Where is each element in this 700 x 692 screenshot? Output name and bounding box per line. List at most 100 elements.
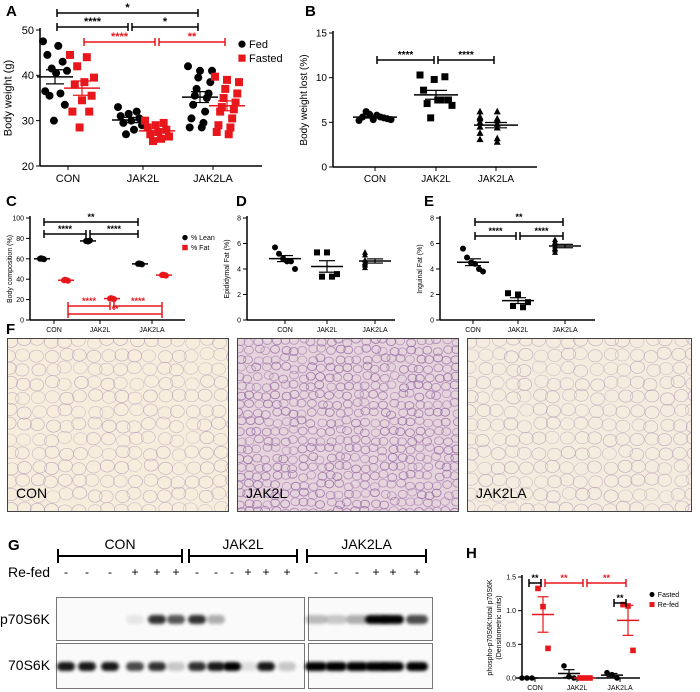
data-point bbox=[476, 114, 484, 122]
data-point bbox=[460, 245, 466, 252]
data-point bbox=[362, 261, 368, 268]
data-point bbox=[154, 128, 163, 136]
data-point bbox=[70, 80, 79, 89]
x-tick-label: CON bbox=[277, 327, 293, 334]
data-point bbox=[52, 69, 61, 78]
data-point bbox=[63, 66, 71, 75]
data-point bbox=[146, 130, 155, 139]
data-point bbox=[216, 107, 225, 116]
data-point bbox=[43, 50, 52, 59]
x-tick-label: JAK2L bbox=[127, 173, 159, 185]
x-tick-label: CON bbox=[527, 685, 543, 692]
data-point bbox=[116, 112, 125, 121]
y-tick-label: 4 bbox=[430, 266, 434, 273]
legend-marker bbox=[649, 602, 655, 608]
refed-sign: - bbox=[85, 565, 89, 579]
blot-group-bar bbox=[188, 549, 298, 563]
refed-sign: - bbox=[214, 565, 218, 579]
data-point bbox=[85, 107, 94, 116]
data-point bbox=[515, 291, 521, 298]
refed-sign: - bbox=[355, 565, 359, 579]
data-point bbox=[114, 103, 122, 112]
data-point bbox=[221, 84, 230, 93]
y-axis-label: Epididymal Fat (%) bbox=[224, 239, 231, 298]
data-point bbox=[78, 96, 86, 105]
data-point bbox=[201, 107, 210, 116]
adipocyte-texture bbox=[468, 339, 691, 511]
protein-band bbox=[207, 615, 225, 624]
data-point bbox=[226, 123, 235, 132]
refed-sign: - bbox=[230, 565, 234, 579]
y-tick-label: 30 bbox=[22, 116, 34, 128]
data-point bbox=[214, 121, 223, 130]
y-tick-label: 20 bbox=[16, 297, 24, 304]
data-point bbox=[525, 299, 531, 306]
refed-sign: - bbox=[64, 565, 68, 579]
data-point bbox=[185, 123, 194, 132]
legend-marker bbox=[238, 40, 246, 48]
data-point bbox=[493, 138, 501, 145]
protein-band bbox=[305, 662, 327, 671]
blot-group-bar bbox=[57, 549, 183, 563]
significance-label: **** bbox=[107, 224, 122, 234]
y-axis-label: phospho-p70S6K:total p70S6K bbox=[487, 579, 494, 675]
data-point bbox=[68, 107, 77, 116]
protein-band bbox=[325, 615, 347, 624]
y-tick-label: 60 bbox=[16, 256, 24, 263]
data-point bbox=[444, 96, 452, 104]
refed-sign: + bbox=[283, 565, 291, 579]
data-point bbox=[132, 107, 141, 116]
significance-label: **** bbox=[82, 296, 97, 306]
data-point bbox=[235, 78, 243, 87]
panel-label-d: D bbox=[236, 193, 247, 210]
data-point bbox=[56, 89, 65, 98]
data-point bbox=[49, 116, 58, 125]
data-point bbox=[124, 109, 133, 118]
data-point bbox=[162, 125, 171, 134]
data-point bbox=[561, 663, 567, 669]
y-tick-label: 6 bbox=[430, 241, 434, 248]
protein-band bbox=[365, 615, 387, 624]
data-point bbox=[493, 116, 501, 124]
protein-band bbox=[325, 662, 347, 671]
protein-band bbox=[365, 662, 387, 671]
protein-band bbox=[126, 662, 144, 671]
data-point bbox=[73, 62, 82, 71]
data-point bbox=[535, 585, 541, 592]
x-tick-label: JAK2LA bbox=[552, 327, 578, 334]
data-point bbox=[217, 103, 226, 112]
y-tick-label: 2 bbox=[430, 292, 434, 299]
y-axis-label-units: (Densitometric units) bbox=[496, 595, 503, 659]
histology-image-jak2la: JAK2LA bbox=[467, 338, 692, 512]
significance-label: ** bbox=[111, 304, 119, 314]
protein-band bbox=[239, 662, 257, 671]
data-point bbox=[493, 107, 501, 115]
x-tick-label: JAK2LA bbox=[607, 685, 633, 692]
refed-sign: - bbox=[195, 565, 199, 579]
legend-label: Fasted bbox=[658, 592, 680, 599]
data-point bbox=[192, 84, 201, 93]
y-tick-label: 50 bbox=[22, 25, 34, 37]
panel-label-f: F bbox=[6, 321, 16, 338]
x-tick-label: JAK2L bbox=[421, 174, 451, 185]
data-point bbox=[82, 53, 91, 62]
significance-label: **** bbox=[458, 50, 474, 61]
protein-band bbox=[78, 662, 96, 671]
data-point bbox=[90, 73, 98, 82]
data-point bbox=[476, 107, 484, 115]
data-point bbox=[630, 647, 636, 654]
significance-label: ** bbox=[616, 593, 624, 603]
protein-band bbox=[167, 615, 185, 624]
data-point bbox=[437, 96, 445, 104]
blot-group-label: CON bbox=[104, 536, 136, 552]
y-tick-label: 4 bbox=[237, 266, 241, 273]
significance-label: **** bbox=[398, 50, 414, 61]
data-point bbox=[434, 96, 442, 104]
refed-sign: + bbox=[413, 565, 421, 579]
refed-sign: + bbox=[131, 565, 139, 579]
y-tick-label: 1.0 bbox=[506, 608, 516, 615]
data-point bbox=[324, 249, 330, 256]
histology-label-jak2l: JAK2L bbox=[246, 485, 288, 501]
x-tick-label: JAK2LA bbox=[139, 327, 165, 334]
data-point bbox=[45, 91, 54, 100]
